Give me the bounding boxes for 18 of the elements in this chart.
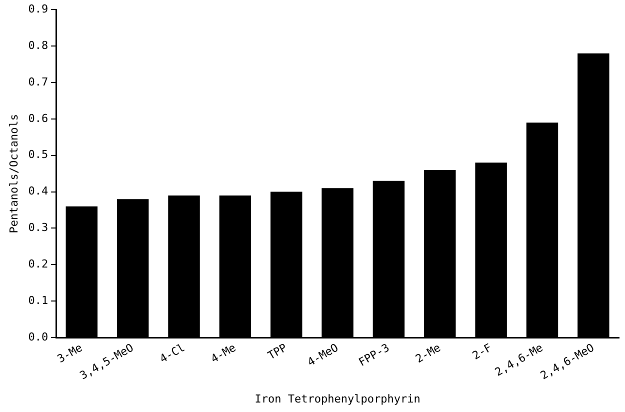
y-tick-label: 0.3: [28, 221, 48, 234]
x-tick-label: 4-Cl: [157, 341, 187, 366]
x-tick-label: TPP: [266, 340, 290, 362]
y-tick-label: 0.7: [28, 75, 48, 88]
y-axis-title: Pentanols/Octanols: [7, 114, 20, 234]
y-tick-label: 0.2: [28, 258, 48, 271]
x-tick-label: 2-Me: [413, 341, 443, 366]
y-tick-label: 0.4: [28, 184, 48, 198]
y-tick-label: 0.6: [28, 112, 48, 125]
y-tick-label: 0.1: [28, 294, 48, 307]
x-tick-label: 4-Me: [208, 341, 238, 366]
y-tick-label: 0.0: [28, 330, 48, 344]
x-tick-label: 2-F: [470, 341, 494, 362]
y-tick-label: 0.8: [28, 38, 48, 52]
y-tick-label: 0.5: [28, 148, 48, 162]
y-tick-label: 0.9: [28, 2, 48, 16]
x-axis-title: Iron Tetrophenylporphyrin: [254, 392, 420, 406]
x-tick-label: 3-Me: [55, 341, 85, 366]
